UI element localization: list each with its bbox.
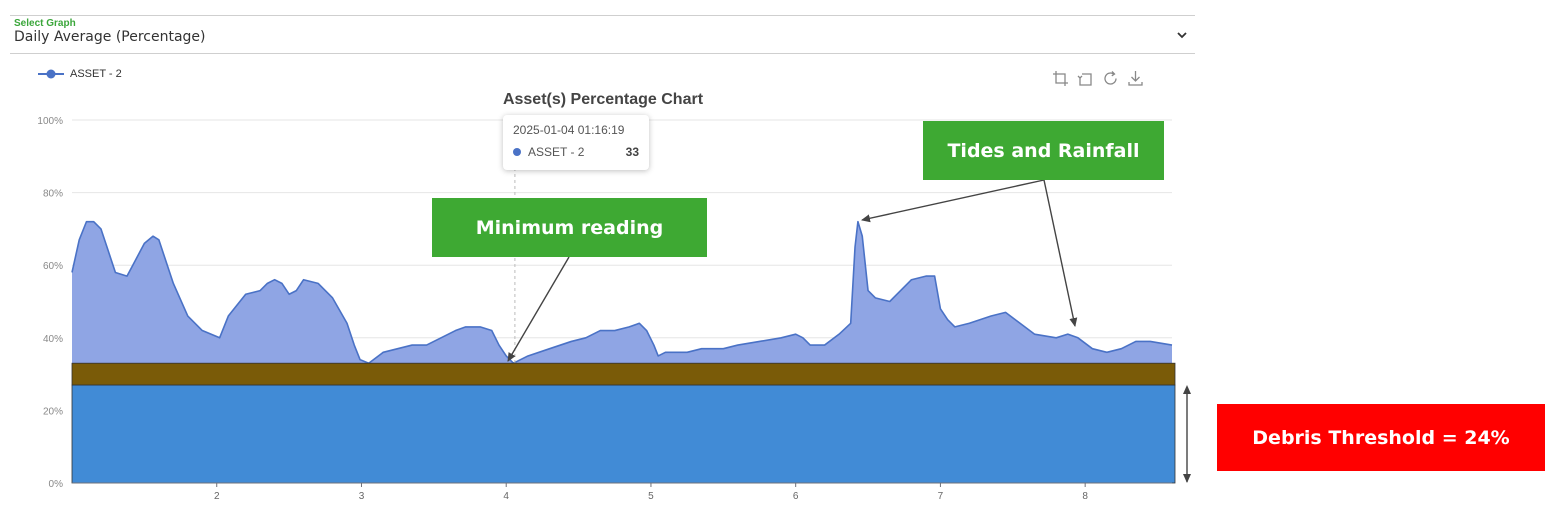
graph-select[interactable]: Select Graph Daily Average (Percentage) <box>10 15 1195 54</box>
tooltip-time: 2025-01-04 01:16:19 <box>513 123 625 137</box>
threshold-bands <box>71 362 1176 484</box>
refresh-icon[interactable] <box>1102 70 1119 87</box>
tides-rainfall-callout: Tides and Rainfall <box>923 121 1164 180</box>
x-tick-label-8: 8 <box>1082 491 1088 502</box>
data-tooltip: 2025-01-04 01:16:19 ASSET - 2 33 <box>503 115 649 170</box>
chart-legend[interactable]: ASSET - 2 <box>38 68 122 80</box>
y-tick-label-40: 40% <box>43 334 63 345</box>
annotation-arrows <box>507 179 1191 483</box>
crop-icon[interactable] <box>1052 70 1069 87</box>
x-tick-label-4: 4 <box>503 491 509 502</box>
tooltip-value: 33 <box>625 145 639 159</box>
tooltip-series-dot <box>513 148 521 156</box>
tooltip-series-name: ASSET - 2 <box>528 145 585 159</box>
chevron-down-icon[interactable] <box>1175 28 1189 42</box>
y-tick-label-80: 80% <box>43 189 63 200</box>
tick-labels: 0% 20% 40% 60% 80% 100% 2 3 4 5 6 7 8 <box>37 116 1088 502</box>
legend-line-marker-icon <box>38 69 64 79</box>
minimum-reading-callout: Minimum reading <box>432 198 707 257</box>
y-tick-label-20: 20% <box>43 406 63 417</box>
undo-crop-icon[interactable] <box>1077 70 1094 87</box>
threshold-band-0 <box>71 384 1176 484</box>
x-tick-label-3: 3 <box>359 491 365 502</box>
select-value[interactable]: Daily Average (Percentage) <box>14 29 206 45</box>
chart-toolbox <box>1052 70 1144 87</box>
arrow-tides-rainfall <box>1043 179 1078 327</box>
chart-title: Asset(s) Percentage Chart <box>502 91 704 108</box>
y-tick-label-0: 0% <box>49 479 64 490</box>
legend-label: ASSET - 2 <box>70 68 122 80</box>
select-label: Select Graph <box>14 18 76 29</box>
y-tick-label-100: 100% <box>37 116 63 127</box>
x-tick-label-2: 2 <box>214 491 220 502</box>
arrow-tides-peak <box>861 179 1045 223</box>
x-tick-label-6: 6 <box>793 491 799 502</box>
axes <box>72 482 1172 487</box>
series-line <box>71 220 1173 365</box>
x-tick-label-5: 5 <box>648 491 654 502</box>
debris-threshold-callout: Debris Threshold = 24% <box>1217 404 1545 471</box>
download-icon[interactable] <box>1127 70 1144 87</box>
x-tick-label-7: 7 <box>938 491 944 502</box>
threshold-band-1 <box>71 362 1176 386</box>
arrow-minimum-reading <box>507 256 570 362</box>
y-tick-label-60: 60% <box>43 261 63 272</box>
